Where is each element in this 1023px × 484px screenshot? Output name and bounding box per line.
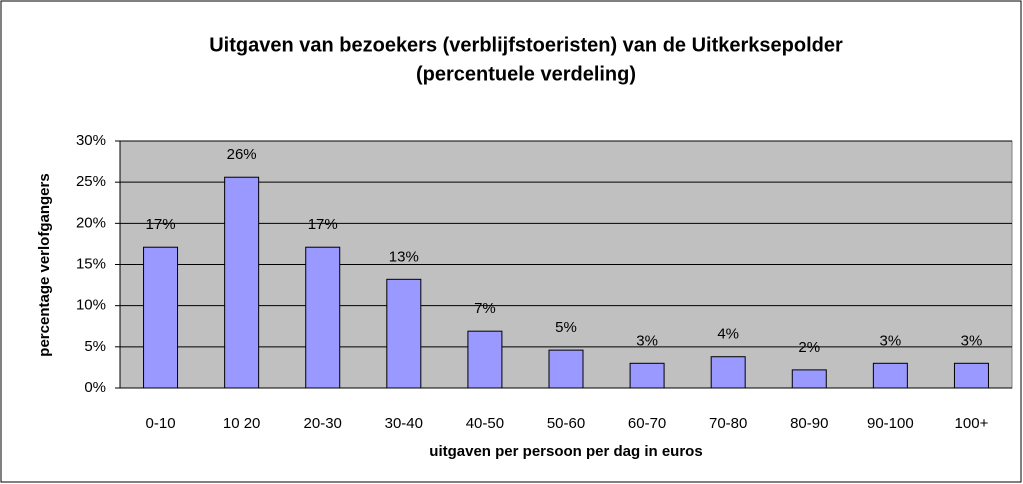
data-label: 5% [555, 319, 577, 336]
x-tick-label: 80-90 [790, 415, 828, 432]
chart-title: (percentuele verdeling) [416, 63, 636, 85]
x-tick-label: 20-30 [304, 415, 342, 432]
bar [872, 362, 908, 389]
x-tick-label: 100+ [955, 415, 989, 432]
bar [224, 176, 260, 389]
x-tick-label: 10 20 [223, 415, 261, 432]
bar [386, 278, 422, 389]
x-axis-title: uitgaven per persoon per dag in euros [429, 443, 702, 460]
bar [548, 349, 584, 389]
bar [629, 362, 665, 389]
x-tick-label: 30-40 [385, 415, 423, 432]
x-tick-label: 40-50 [466, 415, 504, 432]
data-label: 26% [227, 146, 257, 163]
data-label: 7% [474, 300, 496, 317]
data-label: 3% [636, 332, 658, 349]
bar [305, 246, 341, 389]
bar [467, 330, 503, 389]
x-tick-label: 0-10 [146, 415, 176, 432]
y-tick-label: 5% [84, 338, 106, 355]
bar [791, 369, 827, 389]
bar [953, 362, 989, 389]
y-tick-label: 25% [76, 173, 106, 190]
chart-title: Uitgaven van bezoekers (verblijfstoerist… [209, 34, 843, 56]
x-tick-label: 70-80 [709, 415, 747, 432]
data-label: 4% [717, 326, 739, 343]
x-tick-label: 50-60 [547, 415, 585, 432]
bar [710, 356, 746, 389]
y-tick-label: 15% [76, 255, 106, 272]
y-axis-title: percentage verlofgangers [36, 173, 53, 356]
data-label: 17% [146, 216, 176, 233]
bar [143, 246, 179, 389]
x-tick-label: 60-70 [628, 415, 666, 432]
y-tick-label: 30% [76, 132, 106, 149]
x-tick-label: 90-100 [867, 415, 914, 432]
data-label: 13% [389, 248, 419, 265]
y-tick-label: 0% [84, 379, 106, 396]
data-label: 2% [798, 339, 820, 356]
data-label: 3% [880, 332, 902, 349]
data-label: 17% [308, 216, 338, 233]
y-tick-label: 10% [76, 297, 106, 314]
y-tick-label: 20% [76, 214, 106, 231]
data-label: 3% [961, 332, 983, 349]
